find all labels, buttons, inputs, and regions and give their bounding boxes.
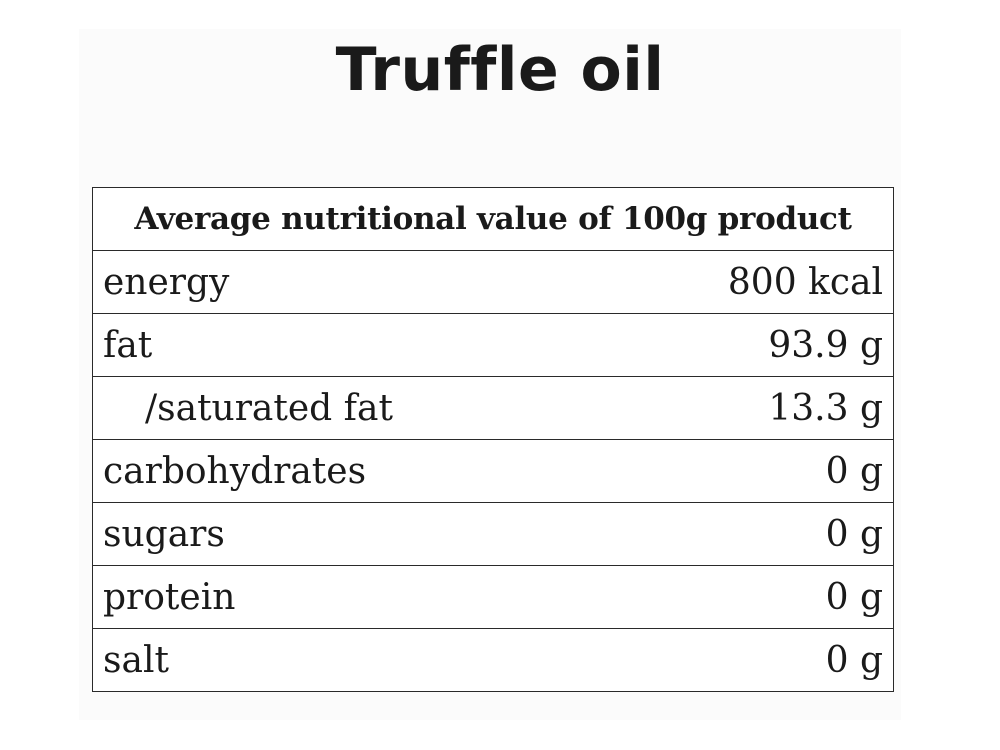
row-label: protein [92,565,605,629]
row-value: 0 g [604,565,894,629]
row-value: 93.9 g [604,313,894,377]
row-label: carbohydrates [92,439,605,503]
row-value: 0 g [604,439,894,503]
row-label: energy [92,250,605,314]
nutrition-table: Average nutritional value of 100g produc… [92,187,894,692]
table-row-carbohydrates: carbohydrates 0 g [92,439,894,503]
row-label: fat [92,313,605,377]
table-row-protein: protein 0 g [92,565,894,629]
row-value: 0 g [604,502,894,566]
table-header: Average nutritional value of 100g produc… [134,201,852,237]
table-row-fat: fat 93.9 g [92,313,894,377]
table-row-sugars: sugars 0 g [92,502,894,566]
row-label: salt [92,628,605,692]
row-value: 13.3 g [604,376,894,440]
row-value: 800 kcal [604,250,894,314]
table-row-energy: energy 800 kcal [92,250,894,314]
table-row-salt: salt 0 g [92,628,894,692]
row-label: /saturated fat [92,376,605,440]
table-row-saturated-fat: /saturated fat 13.3 g [92,376,894,440]
page-title: Truffle oil [335,35,665,105]
row-value: 0 g [604,628,894,692]
row-label: sugars [92,502,605,566]
table-header-row: Average nutritional value of 100g produc… [93,188,894,251]
